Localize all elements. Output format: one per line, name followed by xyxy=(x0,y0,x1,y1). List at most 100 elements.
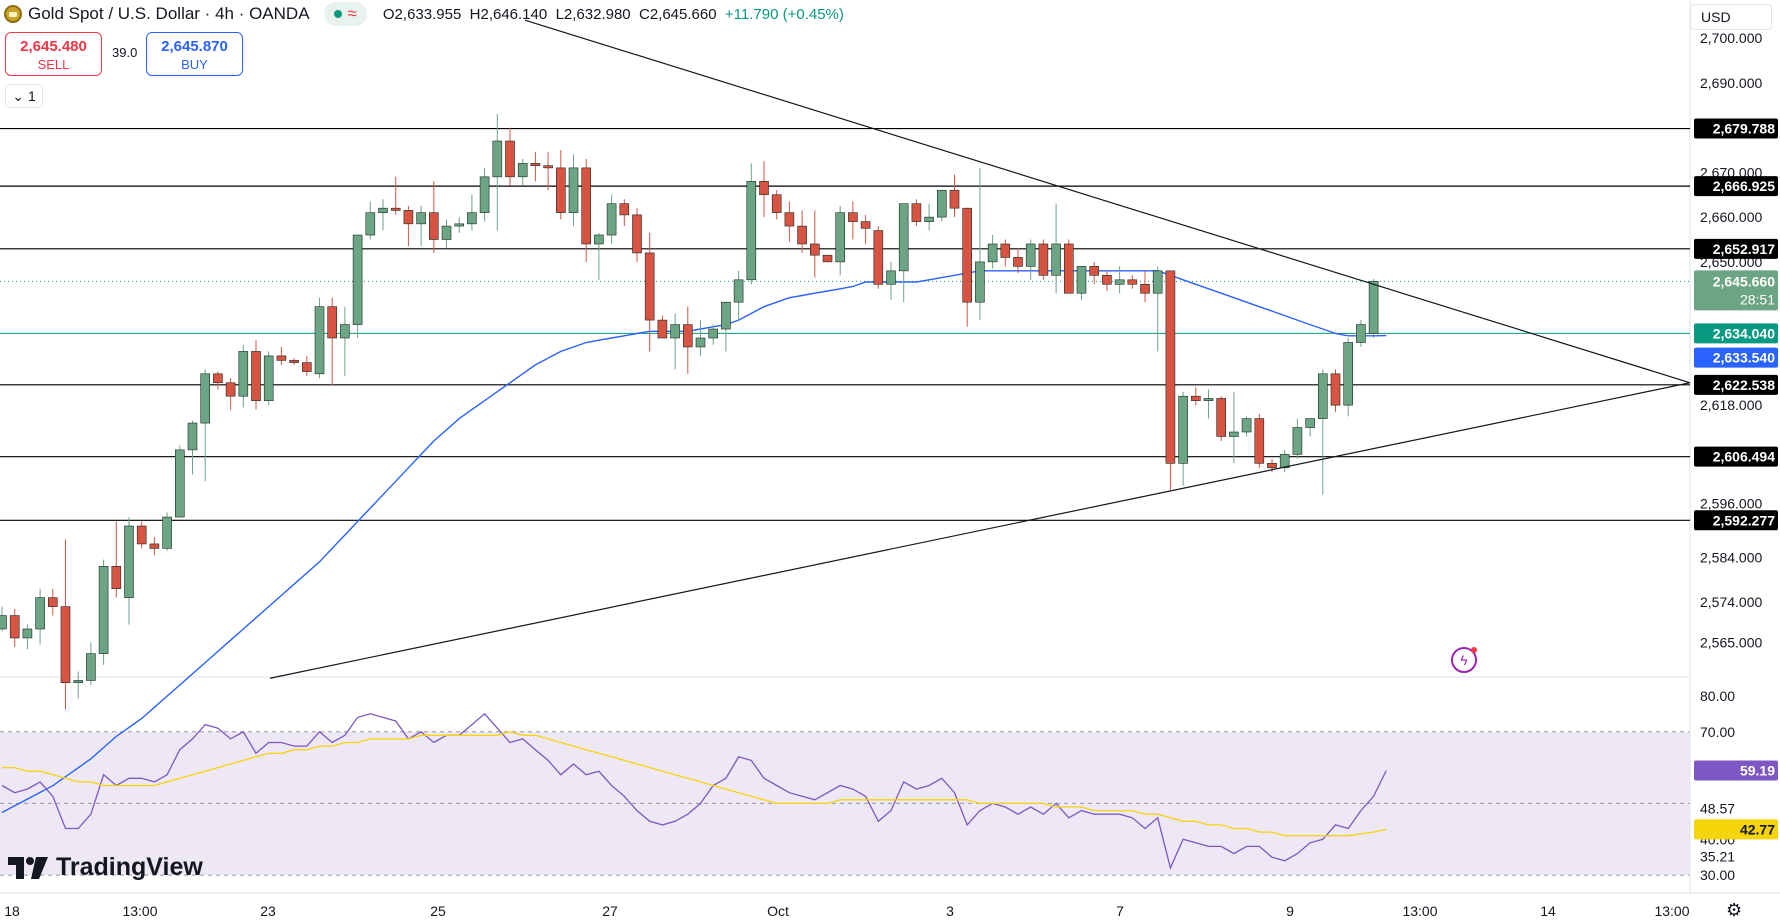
rsi-tick-label-2: 48.57 xyxy=(1700,801,1735,817)
rsi-tick-label-1: 70.00 xyxy=(1700,724,1735,740)
candle-body-39 xyxy=(492,140,503,178)
time-tick-label-1: 13:00 xyxy=(122,903,157,919)
rsi-ma-value-label: 42.77 xyxy=(1740,821,1775,837)
candle-body-22 xyxy=(276,355,287,361)
moving-average-layer xyxy=(1,270,1387,814)
lightning-alert-icon[interactable]: ϟ xyxy=(1451,647,1477,673)
time-tick-label-4: 27 xyxy=(602,903,618,919)
candle-body-1 xyxy=(9,615,20,639)
last-price-label: 2,645.660 xyxy=(1713,273,1775,289)
symbol-title[interactable]: Gold Spot / U.S. Dollar · 4h · OANDA xyxy=(28,4,310,23)
trendline-0 xyxy=(524,19,1691,384)
tradingview-logo[interactable]: TradingView xyxy=(8,853,203,882)
candle-body-76 xyxy=(962,207,973,303)
candle-body-62 xyxy=(784,212,795,227)
status-pill[interactable]: ≈ xyxy=(323,2,367,26)
candle-body-92 xyxy=(1165,270,1176,464)
candle-body-87 xyxy=(1102,275,1112,285)
candle-body-98 xyxy=(1241,418,1252,433)
bar-countdown-label: 28:51 xyxy=(1740,291,1775,307)
candle-body-15 xyxy=(187,422,198,451)
candle-body-0 xyxy=(0,615,7,630)
rsi-ma-value-label-bg xyxy=(1694,819,1778,840)
time-tick-label-3: 25 xyxy=(430,903,446,919)
candle-body-78 xyxy=(987,243,998,263)
candle-body-32 xyxy=(403,210,414,225)
candle-body-60 xyxy=(759,181,769,196)
candle-body-5 xyxy=(60,606,71,684)
candle-body-69 xyxy=(873,230,884,285)
change-value: +11.790 (+0.45%) xyxy=(724,5,844,23)
indicator-collapse-button[interactable]: ⌄ 1 xyxy=(5,84,43,108)
price-labels-layer: 2,679.788 2,666.925 2,652.917 2,622.538 2,60… xyxy=(1694,118,1778,840)
candle-body-17 xyxy=(213,373,223,384)
candle-body-67 xyxy=(848,212,858,222)
candle-body-65 xyxy=(822,254,833,263)
candle-body-27 xyxy=(340,324,350,339)
candle-body-3 xyxy=(35,597,45,630)
price-tick-label-1: 2,690.000 xyxy=(1700,75,1762,91)
candle-body-28 xyxy=(352,234,363,325)
buy-button[interactable]: 2,645.870 BUY xyxy=(146,32,243,76)
ask-price-label: 2,634.040 xyxy=(1713,325,1775,341)
level-price-label-5: 2,592.277 xyxy=(1713,512,1775,528)
trendlines-layer[interactable] xyxy=(269,19,1691,679)
rsi-band-layer xyxy=(0,731,1690,876)
brand-name: TradingView xyxy=(56,853,203,881)
chevron-down-icon: ⌄ xyxy=(12,87,24,104)
level-price-label-5-bg xyxy=(1694,510,1778,531)
candle-body-57 xyxy=(721,301,731,330)
candle-body-16 xyxy=(200,373,210,424)
axes-layer: 2,700.0002,690.0002,670.0002,660.0002,65… xyxy=(4,30,1762,919)
candle-body-96 xyxy=(1216,398,1226,437)
currency-select[interactable]: USD xyxy=(1690,4,1772,30)
close-value: C2,645.660 xyxy=(638,5,717,23)
candle-body-47 xyxy=(594,234,604,245)
level-price-label-4: 2,606.494 xyxy=(1713,449,1775,465)
candle-body-6 xyxy=(73,680,83,684)
candle-body-43 xyxy=(543,165,553,169)
rsi-layer xyxy=(1,712,1387,870)
candle-body-35 xyxy=(441,225,452,240)
candle-body-103 xyxy=(1305,418,1315,428)
candle-body-93 xyxy=(1178,395,1188,464)
levels-layer[interactable] xyxy=(0,127,1690,521)
level-price-label-1: 2,666.925 xyxy=(1713,178,1775,194)
candle-body-90 xyxy=(1140,283,1150,294)
candle-body-48 xyxy=(606,203,617,236)
candle-body-50 xyxy=(632,214,642,254)
candle-body-72 xyxy=(911,203,922,222)
candle-body-26 xyxy=(327,306,338,339)
candle-body-8 xyxy=(98,566,109,654)
rsi-value-label-bg xyxy=(1694,760,1778,781)
time-tick-label-10: 14 xyxy=(1540,903,1556,919)
settings-gear-icon[interactable]: ⚙ xyxy=(1726,900,1743,920)
candle-body-85 xyxy=(1076,266,1087,294)
candle-body-33 xyxy=(416,212,426,225)
candle-body-18 xyxy=(225,382,236,397)
low-value: L2,632.980 xyxy=(555,5,631,23)
candle-body-68 xyxy=(860,221,871,229)
candle-body-63 xyxy=(797,225,807,245)
candle-body-25 xyxy=(314,306,325,375)
rsi-tick-label-0: 80.00 xyxy=(1700,688,1735,704)
candle-body-51 xyxy=(644,252,655,321)
candle-body-4 xyxy=(47,597,58,607)
candle-body-75 xyxy=(949,189,960,209)
candle-body-45 xyxy=(568,167,579,213)
candle-body-36 xyxy=(454,223,465,227)
candle-body-71 xyxy=(898,203,909,272)
candle-body-56 xyxy=(708,328,719,339)
rsi-tick-label-4: 35.21 xyxy=(1700,848,1735,864)
spread-value: 39.0 xyxy=(112,45,138,60)
candle-body-73 xyxy=(924,216,934,222)
candle-body-101 xyxy=(1279,454,1290,469)
gold-symbol-icon xyxy=(4,5,22,23)
candle-body-2 xyxy=(22,628,33,639)
candle-body-108 xyxy=(1368,281,1379,335)
high-value: H2,646.140 xyxy=(469,5,548,23)
level-price-label-0-bg xyxy=(1694,118,1778,139)
price-tick-label-8: 2,574.000 xyxy=(1700,594,1762,610)
sell-button[interactable]: 2,645.480 SELL xyxy=(5,32,102,76)
